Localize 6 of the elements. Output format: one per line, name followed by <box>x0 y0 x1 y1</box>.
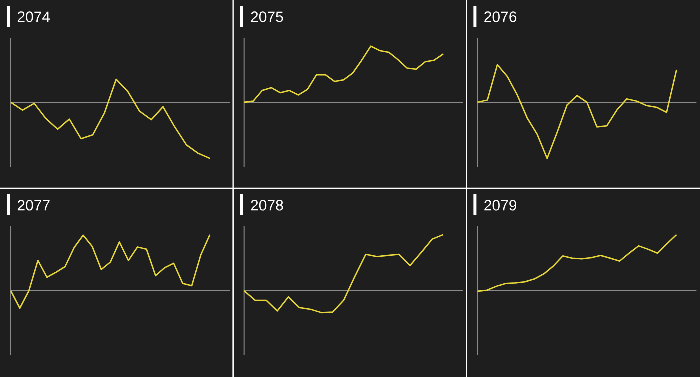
chart-title: 2074 <box>18 12 50 22</box>
chart-title: 2076 <box>484 12 517 22</box>
chart-title: 2079 <box>484 200 517 211</box>
chart-title: 2075 <box>251 12 284 22</box>
chart-title: 2078 <box>251 200 284 211</box>
chart-title: 2077 <box>18 200 50 211</box>
